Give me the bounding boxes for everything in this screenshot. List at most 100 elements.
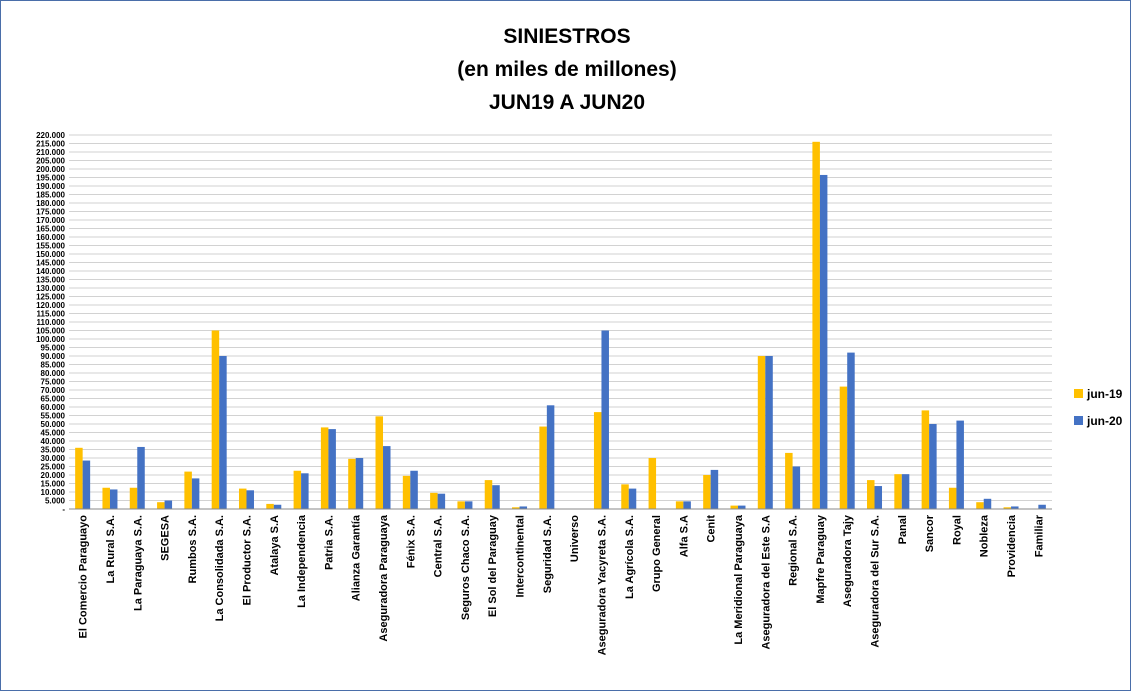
bar-jun-20 [1038,504,1046,509]
y-tick-label: 125.000 [36,292,65,301]
y-tick-label: 5.000 [45,496,66,505]
bar-jun-20 [383,446,391,509]
bar-jun-20 [765,356,773,509]
bar-jun-20 [246,490,254,509]
x-tick-label: Panal [897,515,909,544]
x-tick-label: La Agrícola S.A. [624,515,636,599]
bar-jun-19 [75,447,83,509]
x-tick-label: Aseguradora del Sur S.A. [870,515,882,648]
bar-jun-19 [894,474,902,509]
bar-jun-20 [710,469,719,509]
y-tick-label: 40.000 [41,437,66,446]
x-tick-label: Seguros Chaco S.A. [460,515,472,620]
y-tick-label: 45.000 [41,428,66,437]
x-tick-label: Providencia [1006,514,1018,577]
y-tick-label: 215.000 [36,139,65,148]
y-tick-label: 115.000 [37,309,66,318]
bar-jun-19 [348,458,356,509]
x-tick-label: La Independencia [296,514,308,608]
bar-jun-19 [484,480,493,509]
legend-swatch [1074,416,1083,425]
x-tick-label: Seguridad S.A. [542,515,554,593]
x-tick-label: La Consolidada S.A. [214,515,226,621]
legend: jun-19 jun-20 [1074,387,1123,428]
legend-label: jun-20 [1086,414,1123,428]
bar-jun-20 [819,174,828,509]
bar-jun-20 [519,506,528,509]
chart-title: SINIESTROS (en miles de millones) JUN19 … [457,25,676,114]
y-tick-label: 95.000 [41,343,66,352]
legend-label: jun-19 [1086,387,1123,401]
bar-jun-19 [375,416,384,509]
x-tick-label: El Comercio Paraguayo [78,515,90,639]
y-tick-label: 55.000 [41,411,66,420]
x-tick-label: Central S.A. [433,515,445,577]
x-tick-label: Universo [569,515,581,562]
y-tick-label: 130.000 [36,284,65,293]
bar-jun-20 [737,505,746,509]
bar-jun-20 [219,356,227,509]
x-tick-label: Aseguradora del Este S.A [760,515,772,650]
bar-jun-19 [457,501,465,509]
bar-jun-20 [273,504,282,509]
bar-jun-20 [410,470,418,509]
y-tick-label: 35.000 [41,445,66,454]
y-tick-label: 110.000 [37,318,66,327]
x-tick-label: Atalaya S.A [269,515,281,576]
bar-jun-19 [129,487,138,509]
y-tick-label: 210.000 [36,148,65,157]
bar-jun-19 [867,480,875,509]
bar-jun-19 [648,458,657,509]
bar-jun-20 [1011,506,1019,509]
bar-jun-19 [730,505,738,509]
y-tick-label: 20.000 [41,471,66,480]
bar-jun-19 [703,475,711,509]
y-tick-label: 175.000 [36,207,65,216]
bar-jun-20 [874,486,883,509]
x-tick-label: Patria S.A. [323,515,335,570]
bar-jun-20 [191,478,200,509]
bar-jun-20 [956,420,964,509]
x-tick-label: Royal [951,515,963,545]
bar-jun-19 [621,484,629,509]
bar-jun-19 [948,487,957,509]
gridlines [69,134,1052,501]
bar-jun-19 [402,475,411,509]
bar-jun-20 [546,405,555,509]
y-tick-label: 205.000 [36,156,65,165]
x-tick-label: SEGESA [160,515,172,561]
y-tick-label: 190.000 [36,182,65,191]
y-tick-label: 195.000 [36,173,65,182]
bar-jun-20 [929,424,937,509]
x-tick-label: Intercontinental [515,515,527,598]
bar-jun-19 [266,503,274,509]
y-tick-label: 65.000 [41,394,66,403]
bar-jun-19 [184,471,192,509]
x-tick-label: El Sol del Paraguay [487,514,499,617]
x-tick-label: Fénix S.A. [405,515,417,568]
bar-jun-19 [430,492,438,509]
x-tick-label: Rumbos S.A. [187,515,199,583]
bar-jun-20 [628,488,637,509]
bar-jun-19 [102,487,110,509]
bar-jun-20 [601,330,609,509]
bar-jun-20 [901,474,910,509]
bar-jun-20 [792,466,801,509]
y-tick-label: 85.000 [41,360,66,369]
bar-jun-19 [976,502,984,509]
bar-jun-19 [839,386,848,509]
bar-jun-20 [109,489,118,509]
bar-jun-19 [320,427,329,509]
y-tick-label: 220.000 [36,131,65,140]
y-tick-label: 135.000 [36,275,65,284]
y-tick-label: 50.000 [41,420,66,429]
bar-jun-20 [164,500,173,509]
y-tick-label: 75.000 [41,377,66,386]
bar-jun-20 [328,429,336,509]
bar-jun-20 [464,501,473,509]
y-tick-label: 30.000 [41,454,66,463]
y-tick-label-zero: - [62,505,65,514]
x-tick-label: Aseguradora Paraguaya [378,514,390,641]
